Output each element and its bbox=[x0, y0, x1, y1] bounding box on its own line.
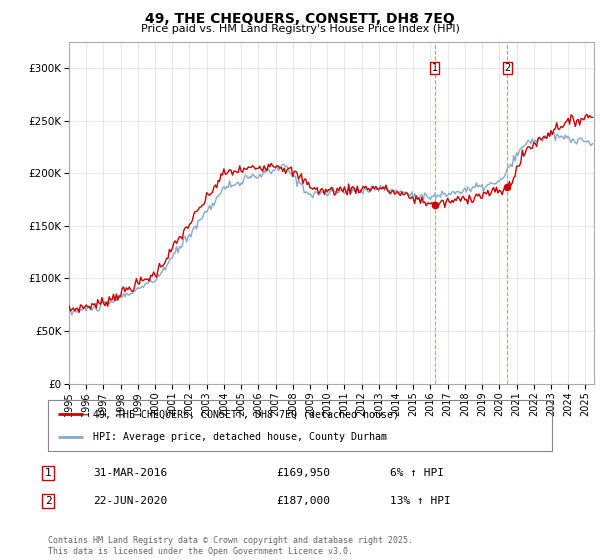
Text: 6% ↑ HPI: 6% ↑ HPI bbox=[390, 468, 444, 478]
Text: Contains HM Land Registry data © Crown copyright and database right 2025.
This d: Contains HM Land Registry data © Crown c… bbox=[48, 536, 413, 556]
Text: 22-JUN-2020: 22-JUN-2020 bbox=[93, 496, 167, 506]
Text: 13% ↑ HPI: 13% ↑ HPI bbox=[390, 496, 451, 506]
Text: 31-MAR-2016: 31-MAR-2016 bbox=[93, 468, 167, 478]
Text: Price paid vs. HM Land Registry's House Price Index (HPI): Price paid vs. HM Land Registry's House … bbox=[140, 24, 460, 34]
Text: 1: 1 bbox=[432, 63, 438, 73]
Text: HPI: Average price, detached house, County Durham: HPI: Average price, detached house, Coun… bbox=[94, 432, 388, 442]
Text: 49, THE CHEQUERS, CONSETT, DH8 7EQ (detached house): 49, THE CHEQUERS, CONSETT, DH8 7EQ (deta… bbox=[94, 409, 400, 419]
Text: 2: 2 bbox=[504, 63, 511, 73]
Text: 49, THE CHEQUERS, CONSETT, DH8 7EQ: 49, THE CHEQUERS, CONSETT, DH8 7EQ bbox=[145, 12, 455, 26]
Text: £169,950: £169,950 bbox=[276, 468, 330, 478]
Text: £187,000: £187,000 bbox=[276, 496, 330, 506]
Text: 1: 1 bbox=[44, 468, 52, 478]
Text: 2: 2 bbox=[44, 496, 52, 506]
